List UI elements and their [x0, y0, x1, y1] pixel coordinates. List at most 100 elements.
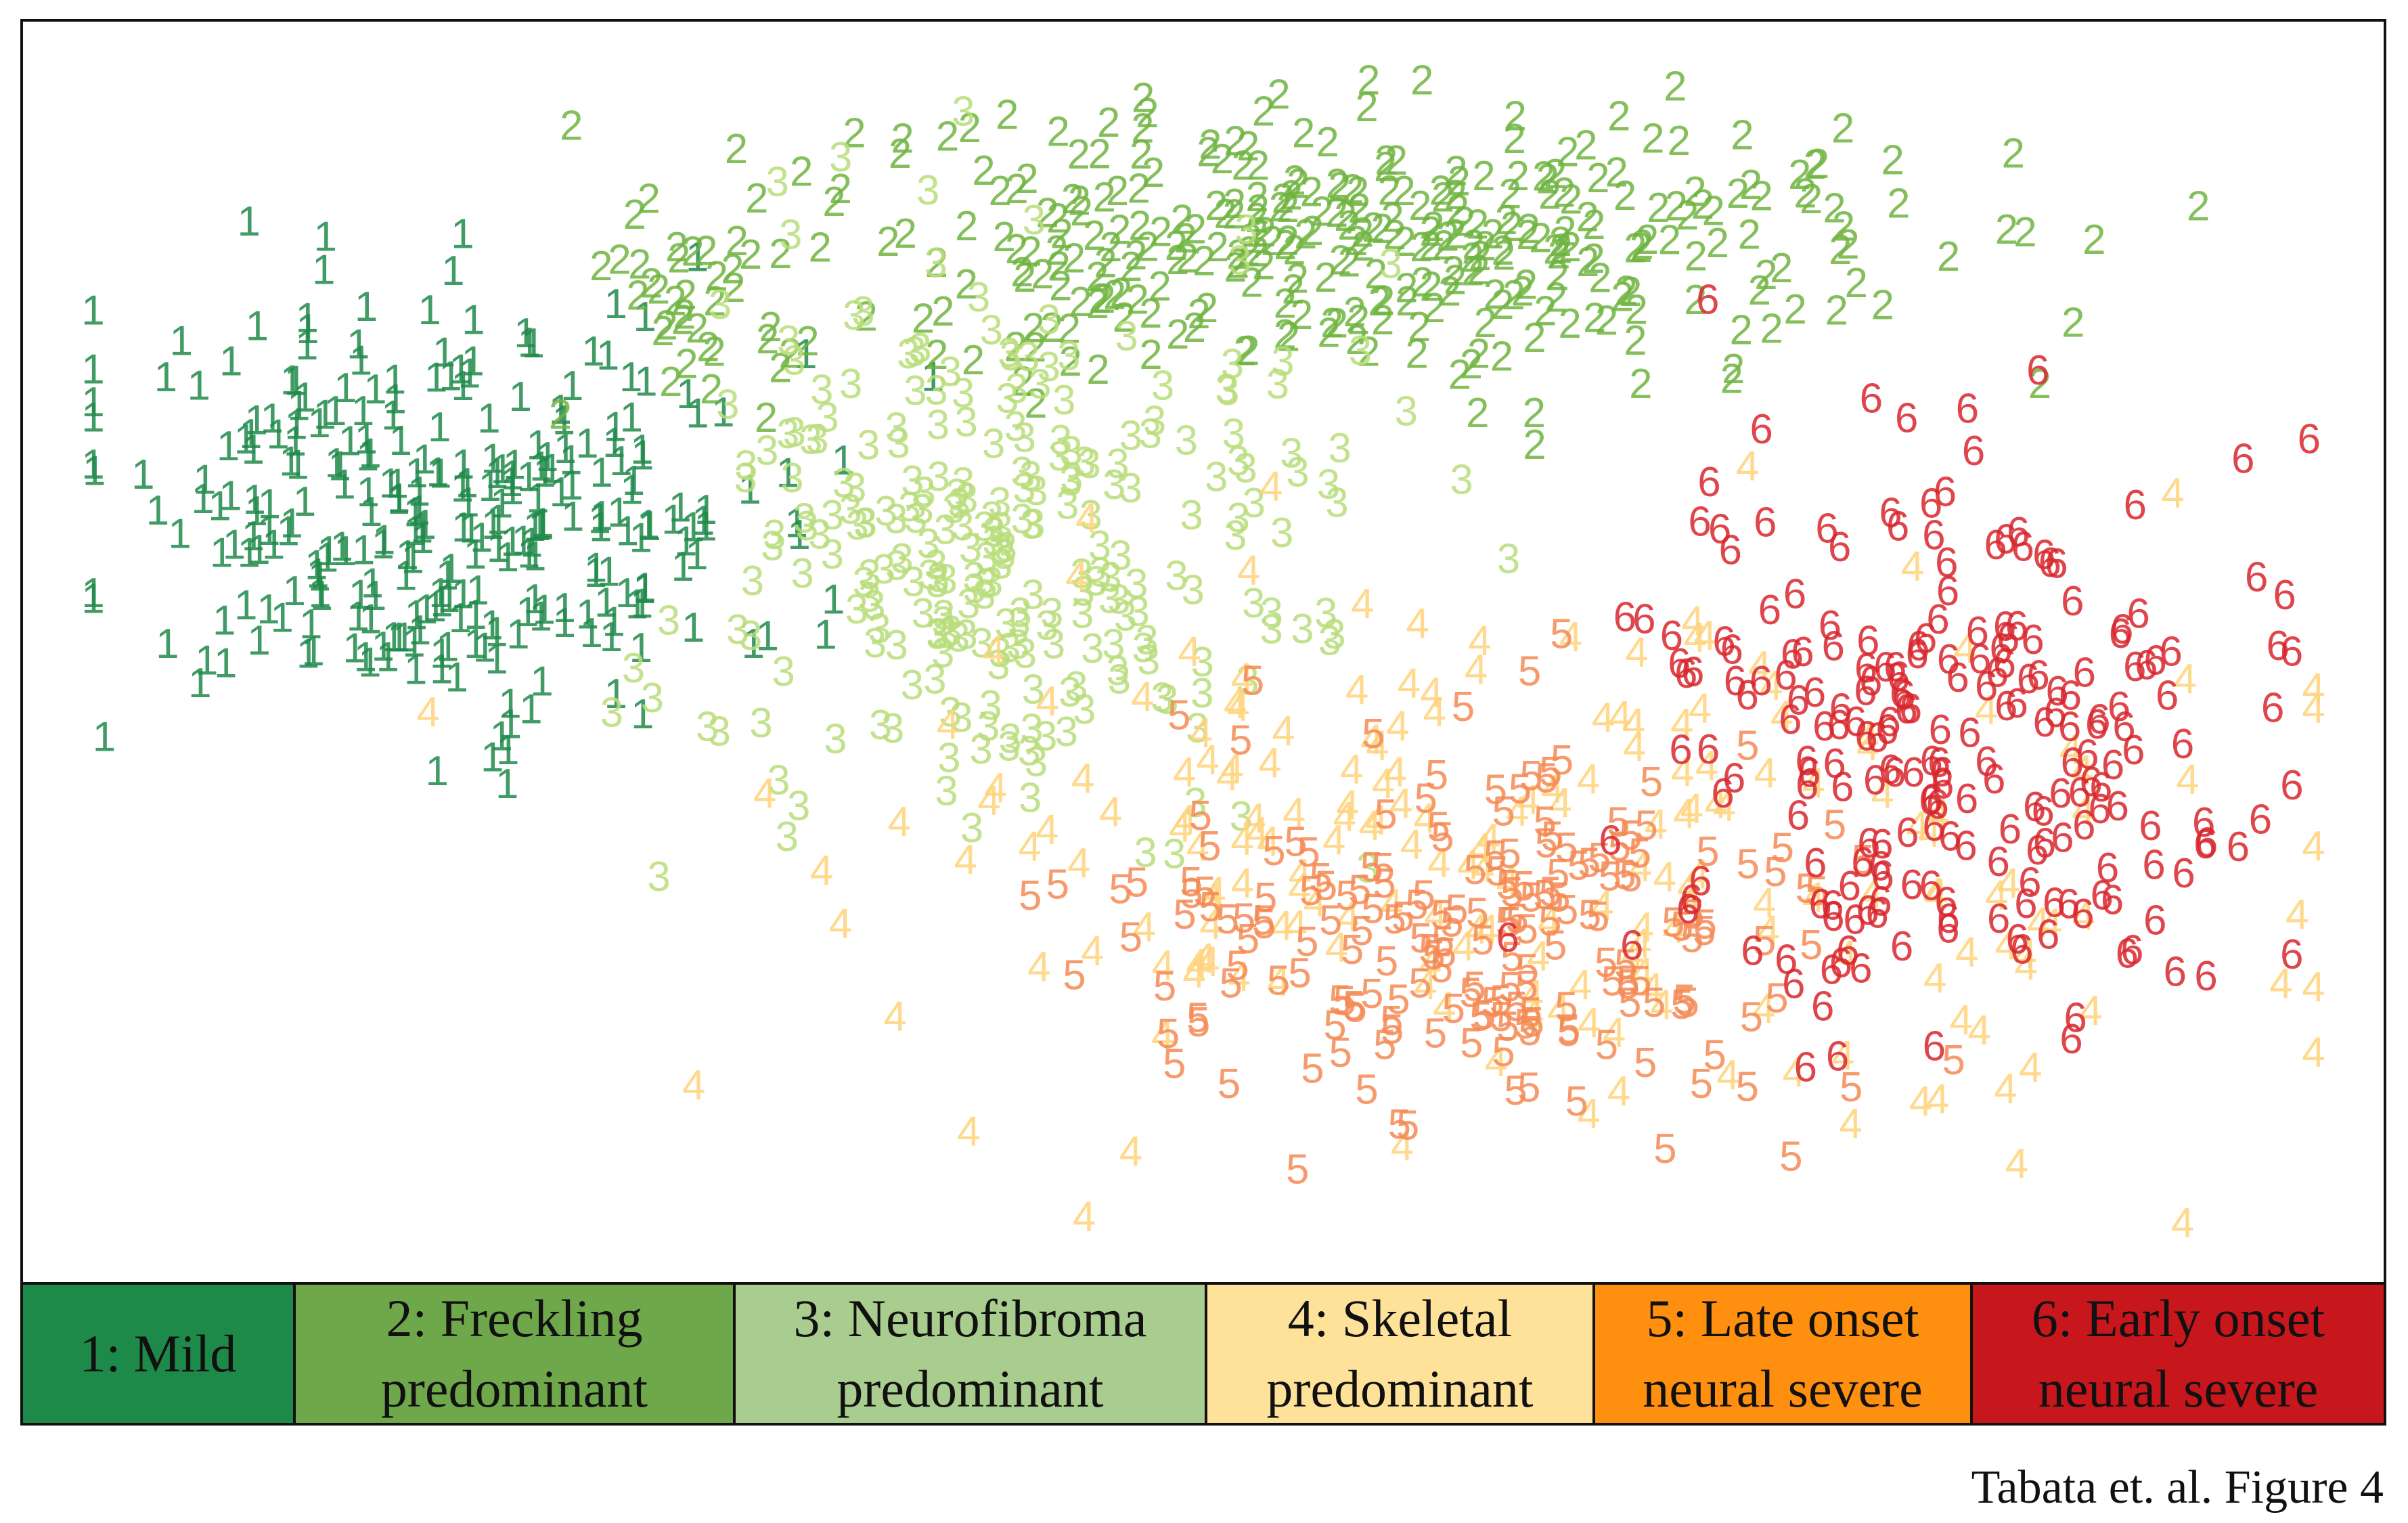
- point-cluster-4: 4: [1802, 760, 1825, 807]
- point-cluster-4: 4: [1196, 736, 1219, 783]
- point-cluster-2: 2: [1046, 196, 1069, 242]
- point-cluster-2: 2: [1021, 305, 1044, 352]
- point-cluster-2: 2: [1069, 279, 1092, 326]
- point-cluster-2: 2: [1448, 352, 1471, 399]
- point-cluster-2: 2: [1887, 181, 1910, 227]
- point-cluster-1: 1: [81, 379, 104, 426]
- point-cluster-1: 1: [403, 489, 426, 536]
- point-cluster-1: 1: [631, 691, 654, 738]
- point-cluster-2: 2: [1582, 202, 1605, 248]
- point-cluster-4: 4: [2072, 893, 2095, 940]
- point-cluster-2: 2: [1183, 305, 1206, 351]
- point-cluster-1: 1: [312, 247, 335, 294]
- point-cluster-1: 1: [921, 353, 944, 400]
- point-cluster-2: 2: [1224, 118, 1247, 164]
- point-cluster-2: 2: [759, 304, 782, 351]
- point-cluster-6: 6: [2261, 685, 2284, 732]
- point-cluster-3: 3: [820, 492, 843, 539]
- point-cluster-1: 1: [330, 523, 353, 570]
- point-cluster-4: 4: [1358, 802, 1381, 849]
- point-cluster-2: 2: [2061, 300, 2084, 347]
- point-cluster-2: 2: [623, 192, 646, 238]
- legend-label-early-onset: 6: Early onset neural severe: [2031, 1289, 2325, 1418]
- point-cluster-6: 6: [2108, 684, 2131, 730]
- point-cluster-2: 2: [1783, 286, 1806, 333]
- point-cluster-4: 4: [1414, 962, 1437, 1009]
- point-cluster-2: 2: [1559, 177, 1582, 223]
- point-cluster-3: 3: [1234, 206, 1257, 253]
- point-cluster-1: 1: [485, 636, 508, 683]
- point-cluster-3: 3: [816, 394, 839, 441]
- point-cluster-1: 1: [217, 423, 240, 470]
- point-cluster-6: 6: [1775, 937, 1798, 984]
- point-cluster-3: 3: [989, 542, 1012, 588]
- point-cluster-4: 4: [1621, 931, 1644, 977]
- point-cluster-5: 5: [1362, 711, 1385, 757]
- point-cluster-2: 2: [1372, 278, 1395, 324]
- point-cluster-1: 1: [506, 611, 529, 658]
- point-cluster-3: 3: [942, 486, 965, 533]
- point-cluster-3: 3: [1073, 439, 1096, 485]
- point-cluster-2: 2: [1770, 245, 1793, 292]
- point-cluster-2: 2: [1467, 331, 1490, 378]
- point-cluster-2: 2: [1462, 221, 1485, 268]
- point-cluster-2: 2: [1760, 306, 1783, 353]
- point-cluster-6: 6: [1883, 749, 1906, 796]
- point-cluster-3: 3: [1497, 536, 1520, 583]
- point-cluster-1: 1: [81, 395, 104, 441]
- point-cluster-5: 5: [1425, 752, 1448, 799]
- point-cluster-2: 2: [1529, 215, 1552, 261]
- point-cluster-2: 2: [1329, 237, 1352, 284]
- point-cluster-1: 1: [633, 565, 656, 611]
- point-cluster-1: 1: [246, 303, 269, 350]
- point-cluster-5: 5: [1484, 767, 1507, 814]
- point-cluster-4: 4: [1923, 955, 1946, 1002]
- point-cluster-4: 4: [417, 689, 440, 736]
- point-cluster-3: 3: [1175, 418, 1198, 464]
- point-cluster-2: 2: [1088, 275, 1111, 322]
- point-cluster-4: 4: [1670, 701, 1693, 747]
- point-cluster-3: 3: [657, 598, 680, 644]
- point-cluster-1: 1: [363, 366, 386, 413]
- point-cluster-6: 6: [1984, 522, 2007, 569]
- point-cluster-1: 1: [464, 592, 487, 638]
- point-cluster-2: 2: [1658, 217, 1681, 263]
- legend-label-skeletal: 4: Skeletal predominant: [1266, 1289, 1534, 1418]
- point-cluster-6: 6: [2006, 916, 2029, 963]
- point-cluster-2: 2: [1351, 209, 1374, 256]
- point-cluster-4: 4: [1783, 1049, 1806, 1096]
- point-cluster-2: 2: [1498, 171, 1521, 218]
- point-cluster-2: 2: [958, 105, 981, 152]
- point-cluster-6: 6: [1982, 756, 2005, 803]
- point-cluster-2: 2: [549, 392, 572, 439]
- point-cluster-1: 1: [787, 512, 810, 558]
- point-cluster-1: 1: [480, 602, 503, 648]
- point-cluster-4: 4: [2302, 964, 2325, 1011]
- point-cluster-4: 4: [2302, 823, 2325, 870]
- point-cluster-3: 3: [923, 657, 946, 703]
- point-cluster-2: 2: [1058, 305, 1081, 352]
- point-cluster-4: 4: [1190, 709, 1213, 756]
- point-cluster-2: 2: [778, 331, 801, 378]
- point-cluster-2: 2: [790, 149, 813, 196]
- point-cluster-4: 4: [1133, 904, 1156, 950]
- point-cluster-4: 4: [1671, 749, 1694, 795]
- point-cluster-2: 2: [1374, 144, 1397, 191]
- point-cluster-4: 4: [1736, 443, 1759, 490]
- point-cluster-4: 4: [1695, 743, 1718, 789]
- point-cluster-3: 3: [917, 521, 940, 567]
- point-cluster-2: 2: [1292, 110, 1315, 156]
- point-cluster-3: 3: [787, 783, 810, 830]
- point-cluster-1: 1: [449, 595, 472, 642]
- point-cluster-3: 3: [994, 524, 1017, 571]
- point-cluster-1: 1: [584, 544, 607, 591]
- point-cluster-4: 4: [2013, 931, 2036, 977]
- point-cluster-4: 4: [1997, 860, 2020, 907]
- point-cluster-2: 2: [1247, 186, 1270, 233]
- point-cluster-4: 4: [1631, 904, 1654, 951]
- point-cluster-2: 2: [1047, 243, 1070, 290]
- point-cluster-6: 6: [1697, 459, 1720, 506]
- point-cluster-3: 3: [622, 645, 645, 692]
- point-cluster-3: 3: [775, 814, 798, 860]
- point-cluster-1: 1: [512, 518, 535, 565]
